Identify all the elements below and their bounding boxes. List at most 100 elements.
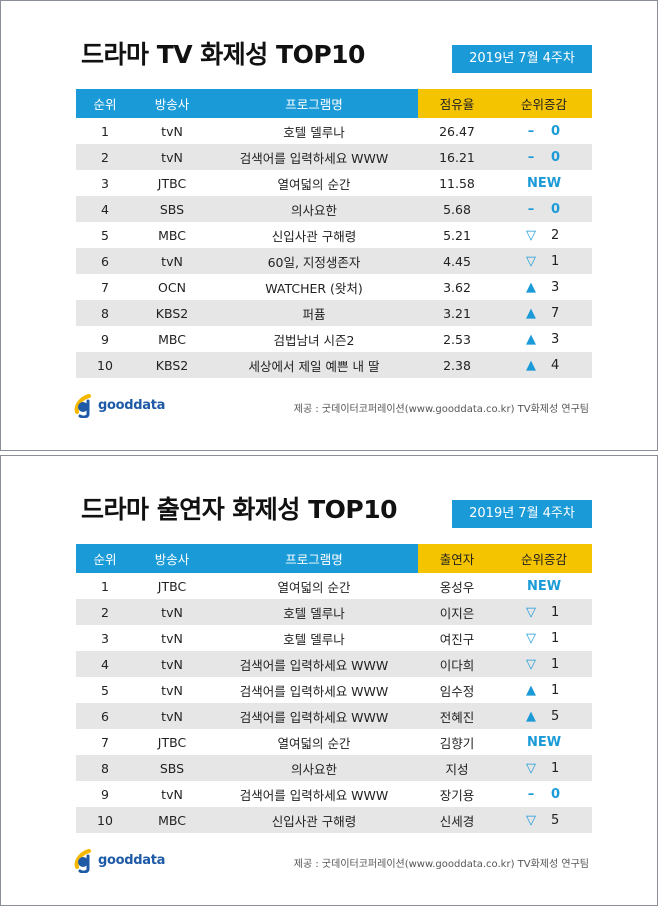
table-row: 4 tvN 검색어를 입력하세요 WWW 이다희 ▽ 1 — [76, 651, 592, 677]
cast-cell: 지성 — [418, 755, 496, 781]
rank-cell: 10 — [76, 807, 134, 833]
rank-change-value: 0 — [551, 124, 561, 139]
rank-change-cell: ▽ 1 — [496, 755, 592, 781]
table-row: 3 JTBC 열여덟의 순간 11.58 NEW — [76, 170, 592, 196]
rank-cell: 3 — [101, 630, 109, 646]
channel-cell: MBC — [134, 807, 210, 833]
channel-cell: tvN — [161, 682, 183, 698]
no-change-icon: – — [527, 124, 535, 139]
rank-change-cell: –0 — [496, 781, 592, 807]
rank-change-value: 0 — [551, 150, 561, 165]
program-cell: 검색어를 입력하세요 WWW — [210, 144, 418, 170]
header-rank-change: 순위증감 — [496, 89, 592, 118]
rank-up-icon: ▲ — [526, 280, 536, 295]
cast-cell: 옹성우 — [439, 579, 475, 595]
table-row: 6 tvN 검색어를 입력하세요 WWW 전혜진 ▲ 5 — [76, 703, 592, 729]
table-row: 1 JTBC 열여덟의 순간 옹성우 NEW — [76, 573, 592, 599]
source-credit: 제공 : 굿데이터코퍼레이션(www.gooddata.co.kr) TV화제성… — [293, 859, 589, 870]
channel-cell: JTBC — [157, 175, 187, 191]
channel-cell: JTBC — [157, 578, 187, 594]
program-cell: 열여덟의 순간 — [277, 579, 351, 595]
rank-cell: 7 — [101, 279, 109, 295]
rank-down-icon: ▽ — [526, 657, 536, 672]
channel-cell: MBC — [158, 331, 186, 347]
table-body: 1 JTBC 열여덟의 순간 옹성우 NEW 2 tvN 호텔 델루나 이지은 ▽ 1 3 tvN 호텔 … — [76, 573, 592, 833]
channel-cell: tvN — [134, 703, 210, 729]
channel-cell: tvN — [134, 599, 210, 625]
table-header-row: 순위 방송사 프로그램명 점유율 순위증감 — [76, 89, 592, 118]
ranking-table: 순위 방송사 프로그램명 점유율 순위증감 1 tvN 호텔 델루나 26.47–0 2… — [76, 89, 592, 378]
share-cell: 3.62 — [443, 279, 471, 295]
rank-cell: 1 — [101, 578, 109, 594]
rank-change-value: 5 — [551, 813, 560, 828]
logo-wordmark: gooddata — [98, 397, 166, 413]
rank-change-cell: ▲ 7 — [496, 300, 592, 326]
rank-down-icon: ▽ — [526, 631, 536, 646]
rank-cell: 5 — [101, 682, 109, 698]
channel-cell: tvN — [161, 123, 183, 139]
table-row: 2 tvN 호텔 델루나 이지은 ▽ 1 — [76, 599, 592, 625]
table-row: 10 MBC 신입사관 구해령 신세경 ▽ 5 — [76, 807, 592, 833]
rank-cell: 6 — [76, 248, 134, 274]
share-cell: 2.38 — [418, 352, 496, 378]
share-cell: 5.68 — [418, 196, 496, 222]
table-row: 4 SBS 의사요한 5.68–0 — [76, 196, 592, 222]
cast-cell: 이다희 — [418, 651, 496, 677]
table-row: 3 tvN 호텔 델루나 여진구 ▽ 1 — [76, 625, 592, 651]
rank-change-cell: ▲ 3 — [496, 326, 592, 352]
rank-change-cell: ▲ 5 — [496, 703, 592, 729]
rank-change-cell: –0 — [496, 144, 592, 170]
rank-down-icon: ▽ — [526, 228, 536, 243]
share-cell: 26.47 — [439, 123, 475, 139]
rank-up-icon: ▲ — [526, 358, 536, 373]
channel-cell: SBS — [134, 755, 210, 781]
new-entry-badge: NEW — [526, 735, 562, 750]
program-cell: 퍼퓸 — [210, 300, 418, 326]
rank-change-value: 3 — [551, 332, 560, 347]
rank-change-cell: ▽ 2 — [496, 222, 592, 248]
rank-change-value: 0 — [551, 787, 561, 802]
no-change-icon: – — [527, 150, 535, 165]
rank-change-cell: NEW — [496, 573, 592, 599]
channel-cell: KBS2 — [134, 300, 210, 326]
rank-change-value: 2 — [551, 228, 560, 243]
cast-cell: 장기용 — [439, 787, 475, 803]
rank-cell: 9 — [101, 786, 109, 802]
no-change-icon: – — [527, 787, 535, 802]
program-cell: WATCHER (왓처) — [265, 280, 363, 296]
source-credit: 제공 : 굿데이터코퍼레이션(www.gooddata.co.kr) TV화제성… — [293, 404, 589, 415]
gooddata-logo-icon — [73, 392, 95, 419]
channel-cell: JTBC — [157, 734, 187, 750]
channel-cell: SBS — [134, 196, 210, 222]
rank-change-value: 1 — [551, 761, 560, 776]
rank-change-value: 1 — [551, 254, 560, 269]
rank-change-cell: ▽ 1 — [496, 248, 592, 274]
rank-up-icon: ▲ — [526, 306, 536, 321]
cast-cell: 여진구 — [439, 631, 475, 647]
rank-cell: 6 — [76, 703, 134, 729]
rank-change-cell: ▽ 1 — [496, 625, 592, 651]
rank-cell: 2 — [76, 599, 134, 625]
rank-down-icon: ▽ — [526, 761, 536, 776]
table-row: 8 KBS2 퍼퓸 3.21 ▲ 7 — [76, 300, 592, 326]
rank-change-cell: NEW — [496, 170, 592, 196]
program-cell: 신입사관 구해령 — [210, 807, 418, 833]
program-cell: 의사요한 — [210, 196, 418, 222]
gooddata-logo: gooddata — [73, 847, 165, 874]
ranking-table: 순위 방송사 프로그램명 출연자 순위증감 1 JTBC 열여덟의 순간 옹성우 NEW… — [76, 544, 592, 833]
cast-cell: 이지은 — [418, 599, 496, 625]
share-cell: 2.53 — [443, 331, 471, 347]
rank-cell: 3 — [101, 175, 109, 191]
program-cell: 검법남녀 시즌2 — [273, 332, 355, 348]
program-cell: 호텔 델루나 — [283, 631, 345, 647]
header-share: 점유율 — [418, 89, 496, 118]
program-cell: 신입사관 구해령 — [271, 228, 357, 244]
gooddata-logo-icon — [73, 847, 95, 874]
rank-change-cell: ▽ 5 — [496, 807, 592, 833]
channel-cell: tvN — [134, 651, 210, 677]
rank-change-value: 3 — [551, 280, 560, 295]
program-cell: 열여덟의 순간 — [277, 735, 351, 751]
drama-cast-buzz-panel: 드라마 출연자 화제성 TOP10 2019년 7월 4주차 순위 방송사 프로… — [0, 455, 658, 906]
rank-change-cell: ▲ 3 — [496, 274, 592, 300]
channel-cell: KBS2 — [134, 352, 210, 378]
